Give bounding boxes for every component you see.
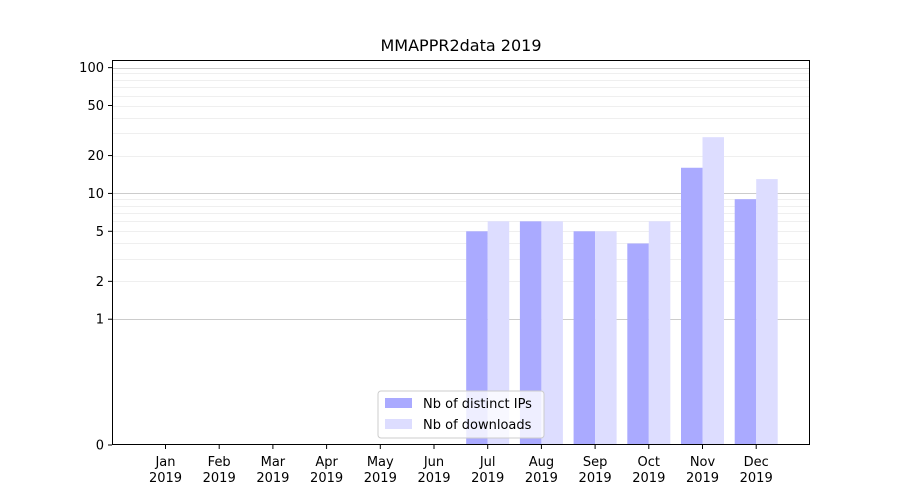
x-tick-label: Nov 2019 [686,455,719,486]
legend-label-downloads: Nb of downloads [423,418,532,433]
legend-swatch-ips [385,398,412,408]
x-tick-label: Aug 2019 [525,455,558,486]
y-tick-label: 0 [96,439,104,454]
x-tick-label: Jul 2019 [471,455,504,486]
axes-frame [112,60,810,445]
y-tick-label: 5 [96,225,104,240]
x-tick-label: Dec 2019 [740,455,773,486]
bar-downloads-oct [648,221,671,445]
y-tick-label: 10 [87,187,104,202]
legend-swatch-downloads [385,419,412,429]
x-axis-ticks: Jan 2019 Feb 2019 Mar 2019 Apr 2019 May 2019 Jun 20… [149,445,773,486]
bar-distinct-ips-oct [627,243,649,445]
y-axis-ticks: 0 1 2 5 10 20 50 100 [79,61,112,454]
bar-downloads-nov [702,137,724,445]
y-tick-label: 2 [96,275,104,290]
legend: Nb of distinct IPs Nb of downloads [377,390,545,439]
x-tick-label: Jan 2019 [149,455,182,486]
x-tick-label: Apr 2019 [310,455,343,486]
bar-downloads-jul [487,221,510,445]
x-tick-label: Oct 2019 [632,455,665,486]
x-tick-label: Jun 2019 [417,455,450,486]
bar-distinct-ips-aug [519,221,542,445]
x-tick-label: Mar 2019 [256,455,289,486]
bar-distinct-ips-nov [681,167,703,445]
chart-title: MMAPPR2data 2019 [381,36,542,55]
bar-downloads-dec [756,179,778,445]
x-tick-label: May 2019 [364,455,397,486]
bar-downloads-aug [541,221,563,445]
y-tick-label: 50 [87,99,104,114]
bar-downloads-sep [595,231,617,445]
bar-distinct-ips-dec [734,199,757,445]
legend-box [377,390,545,439]
bar-distinct-ips-sep [573,231,596,445]
y-tick-label: 100 [79,61,104,76]
y-tick-label: 1 [96,313,104,328]
bars [466,137,778,445]
legend-label-ips: Nb of distinct IPs [423,397,532,412]
x-tick-label: Feb 2019 [203,455,236,486]
y-tick-label: 20 [87,149,104,164]
x-tick-label: Sep 2019 [579,455,612,486]
